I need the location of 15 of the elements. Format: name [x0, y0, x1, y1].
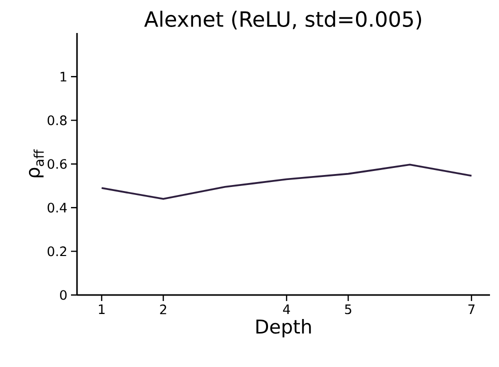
x-tick-label: 2	[160, 304, 166, 314]
y-tick-label: 0.4	[48, 202, 67, 213]
line-series	[100, 164, 472, 200]
x-tick-label: 4	[283, 304, 290, 314]
x-tick-label: 5	[345, 304, 352, 314]
y-axis-title: ρ$_{aff}$	[28, 149, 44, 178]
y-tick-label: 0.2	[48, 246, 66, 256]
x-tick-label: 7	[468, 304, 475, 314]
chart-title: Alexnet (ReLU, std=0.005)	[144, 10, 422, 30]
x-tick-label: 1	[98, 304, 105, 314]
y-tick-label: 1	[60, 72, 66, 82]
y-tick-label: 0.6	[48, 159, 67, 169]
y-tick-label: 0	[60, 290, 67, 300]
x-axis-title: Depth	[256, 319, 311, 338]
y-tick-label: 0.8	[48, 115, 67, 126]
